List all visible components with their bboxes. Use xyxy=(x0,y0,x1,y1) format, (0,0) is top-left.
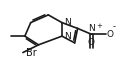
Text: Br: Br xyxy=(26,48,37,58)
Text: +: + xyxy=(96,23,102,29)
Text: N: N xyxy=(88,24,95,33)
Text: N: N xyxy=(64,32,71,41)
Text: O: O xyxy=(88,38,95,47)
Text: N: N xyxy=(64,18,71,27)
Text: O: O xyxy=(107,30,114,39)
Text: -: - xyxy=(113,22,116,31)
